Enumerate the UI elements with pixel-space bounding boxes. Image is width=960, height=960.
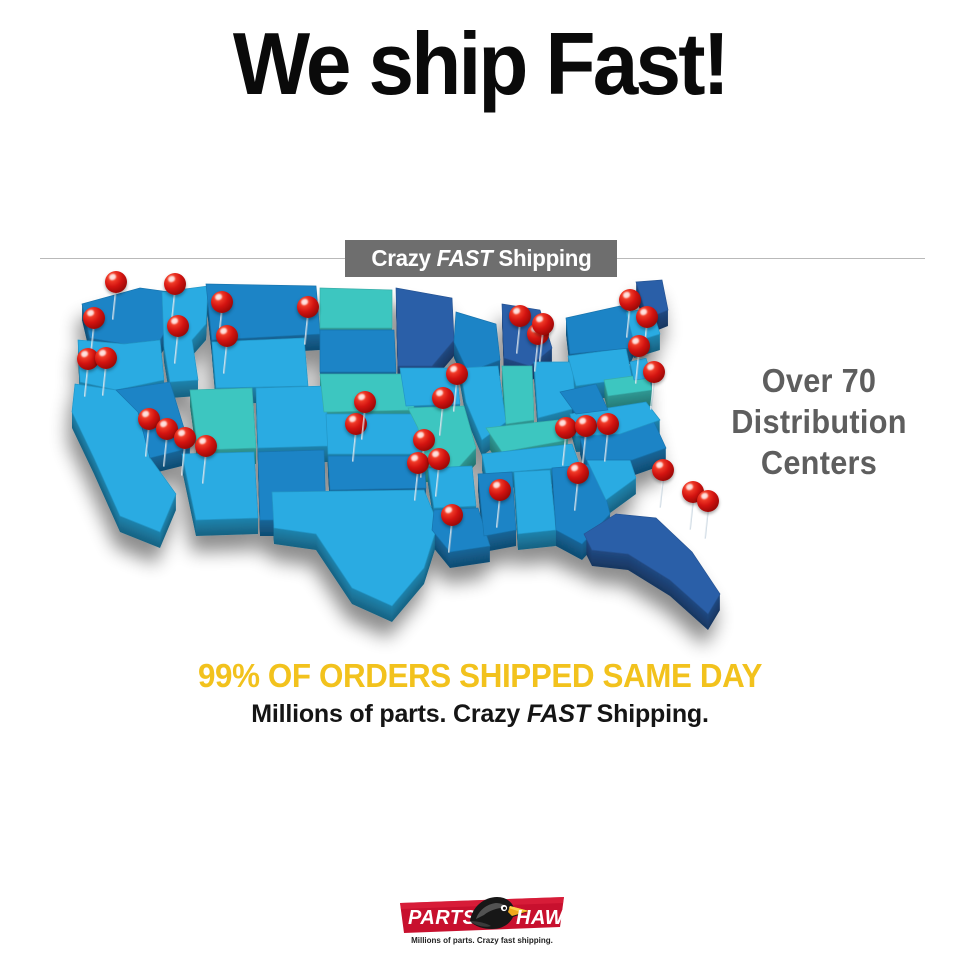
pin-head: [643, 361, 665, 383]
banner-post: Shipping: [492, 245, 592, 271]
pin-head: [167, 315, 189, 337]
pin-head: [354, 391, 376, 413]
pin-head: [164, 273, 186, 295]
state-indiana: [501, 365, 535, 425]
same-day-shipping-headline: 99% OF ORDERS SHIPPED SAME DAY: [197, 657, 763, 694]
pin-head: [407, 452, 429, 474]
logo-word-hawk: HAWK: [516, 907, 568, 929]
state-florida: [583, 513, 721, 615]
state-arkansas: [427, 465, 477, 509]
state-wyoming: [211, 337, 309, 389]
pin-head: [567, 462, 589, 484]
logo-svg: PARTS HAWK Millions of parts. Crazy fast…: [400, 897, 568, 945]
state-alabama: [513, 469, 557, 535]
pin-head: [211, 291, 233, 313]
state-north-dakota: [319, 287, 393, 329]
pin-head: [441, 504, 463, 526]
pin-head: [95, 347, 117, 369]
map-svg: [71, 279, 721, 630]
pin-head: [597, 413, 619, 435]
state-oklahoma: [327, 455, 427, 491]
pin-head: [83, 307, 105, 329]
pin-head: [575, 415, 597, 437]
pin-head: [509, 305, 531, 327]
pin-head: [428, 448, 450, 470]
state-arizona: [181, 451, 259, 521]
hawk-icon: [470, 897, 529, 929]
state-kentucky: [485, 419, 569, 453]
state-wisconsin: [453, 311, 501, 373]
pin-head: [555, 417, 577, 439]
dc-line-1: Over 70: [761, 362, 877, 399]
pin-head: [138, 408, 160, 430]
page-title: We ship Fast!: [232, 14, 730, 113]
pin-head: [297, 296, 319, 318]
parts-hawk-logo[interactable]: PARTS HAWK Millions of parts. Crazy fast…: [396, 891, 568, 947]
dc-line-2: Distribution: [731, 403, 907, 440]
banner-pre: Crazy: [370, 245, 437, 271]
pin-head: [432, 387, 454, 409]
state-minnesota: [395, 287, 455, 367]
subline-pre: Millions of parts. Crazy: [251, 700, 527, 728]
dc-line-3: Centers: [760, 444, 878, 481]
pin-head: [413, 429, 435, 451]
pin-head: [174, 427, 196, 449]
subline-post: Shipping.: [589, 700, 709, 728]
pin-head: [697, 490, 719, 512]
pin-head: [216, 325, 238, 347]
pin-head: [195, 435, 217, 457]
pin-head: [105, 271, 127, 293]
state-texas: [271, 489, 439, 607]
distribution-centers-caption: Over 70 Distribution Centers: [711, 360, 927, 483]
pin-head: [156, 418, 178, 440]
pin-head: [77, 348, 99, 370]
banner-emphasis: FAST: [436, 245, 493, 271]
pin-head: [652, 459, 674, 481]
subline-emphasis: FAST: [526, 700, 590, 728]
promo-subline: Millions of parts. Crazy FAST Shipping.: [0, 700, 960, 729]
state-west-virginia: [559, 383, 609, 415]
logo-tagline: Millions of parts. Crazy fast shipping.: [411, 936, 553, 945]
state-kansas: [325, 413, 423, 455]
pin-head: [628, 335, 650, 357]
us-distribution-map: [20, 262, 740, 652]
pin-head: [532, 313, 554, 335]
state-colorado: [255, 385, 329, 449]
banner-label: Crazy FAST Shipping: [371, 245, 591, 272]
pin-head: [619, 289, 641, 311]
state-south-dakota: [319, 329, 397, 373]
logo-word-parts: PARTS: [408, 907, 477, 929]
crazy-fast-shipping-banner: Crazy FAST Shipping: [345, 240, 617, 277]
pin-head: [446, 363, 468, 385]
pin-head: [636, 306, 658, 328]
pin-head: [489, 479, 511, 501]
